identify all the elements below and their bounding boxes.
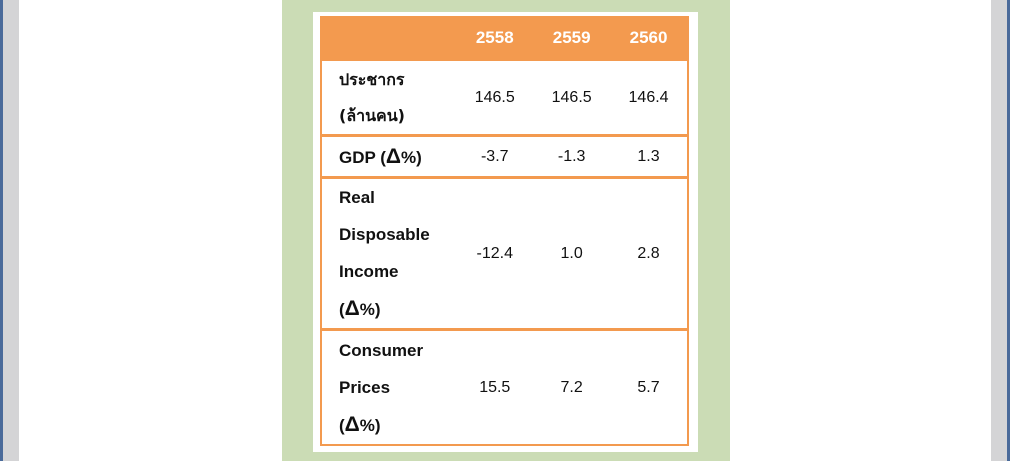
row-label-line: (ล้านคน) <box>339 105 405 125</box>
row-label-line: Income <box>339 262 399 281</box>
row-label-line: Real <box>339 188 375 207</box>
row-label-line: (Δ%) <box>339 297 381 320</box>
table-cell: 7.2 <box>560 378 583 396</box>
table-cell: 5.7 <box>637 378 660 396</box>
table-header-row: 2558 2559 2560 <box>322 18 687 58</box>
year-header: 2558 <box>475 28 514 47</box>
delta-symbol: Δ <box>385 144 402 168</box>
table-cell: 15.5 <box>479 378 511 396</box>
table-row-real-disposable-income: Real Disposable Income (Δ%) -12.4 1.0 2.… <box>322 176 687 328</box>
row-label: Consumer Prices (Δ%) <box>322 332 456 444</box>
table-cell: 1.0 <box>560 244 583 262</box>
row-label: Real Disposable Income (Δ%) <box>322 179 456 328</box>
delta-symbol: Δ <box>344 412 360 436</box>
row-label-line: (Δ%) <box>339 412 381 436</box>
window-edge-left <box>0 0 3 461</box>
year-header: 2560 <box>629 28 668 47</box>
row-label-line: ประชากร <box>339 69 405 89</box>
table-cell: -12.4 <box>476 244 513 262</box>
table-row-consumer-prices: Consumer Prices (Δ%) 15.5 7.2 5.7 <box>322 328 687 444</box>
header-corner-cell <box>322 18 456 58</box>
data-table: 2558 2559 2560 ประชากร (ล้านคน) 146.5 14… <box>320 16 689 446</box>
row-label-line: Prices <box>339 377 391 397</box>
delta-symbol: Δ <box>344 297 360 320</box>
year-header: 2559 <box>552 28 591 47</box>
row-label: GDP (Δ%) <box>322 138 456 176</box>
table-cell: 146.5 <box>474 88 515 106</box>
table-row-gdp: GDP (Δ%) -3.7 -1.3 1.3 <box>322 134 687 176</box>
row-label: ประชากร (ล้านคน) <box>322 62 456 134</box>
window-edge-right <box>1007 0 1010 461</box>
row-label-line: GDP (Δ%) <box>339 144 422 168</box>
table-cell: 146.4 <box>628 88 669 106</box>
row-label-line: Consumer <box>339 340 424 360</box>
table-cell: -3.7 <box>480 147 509 165</box>
table-row-population: ประชากร (ล้านคน) 146.5 146.5 146.4 <box>322 58 687 134</box>
table-card: 2558 2559 2560 ประชากร (ล้านคน) 146.5 14… <box>313 12 698 452</box>
table-cell: 146.5 <box>551 88 592 106</box>
table-cell: -1.3 <box>557 147 586 165</box>
table-cell: 2.8 <box>637 244 660 262</box>
row-label-line: Disposable <box>339 225 430 244</box>
table-cell: 1.3 <box>637 147 660 165</box>
